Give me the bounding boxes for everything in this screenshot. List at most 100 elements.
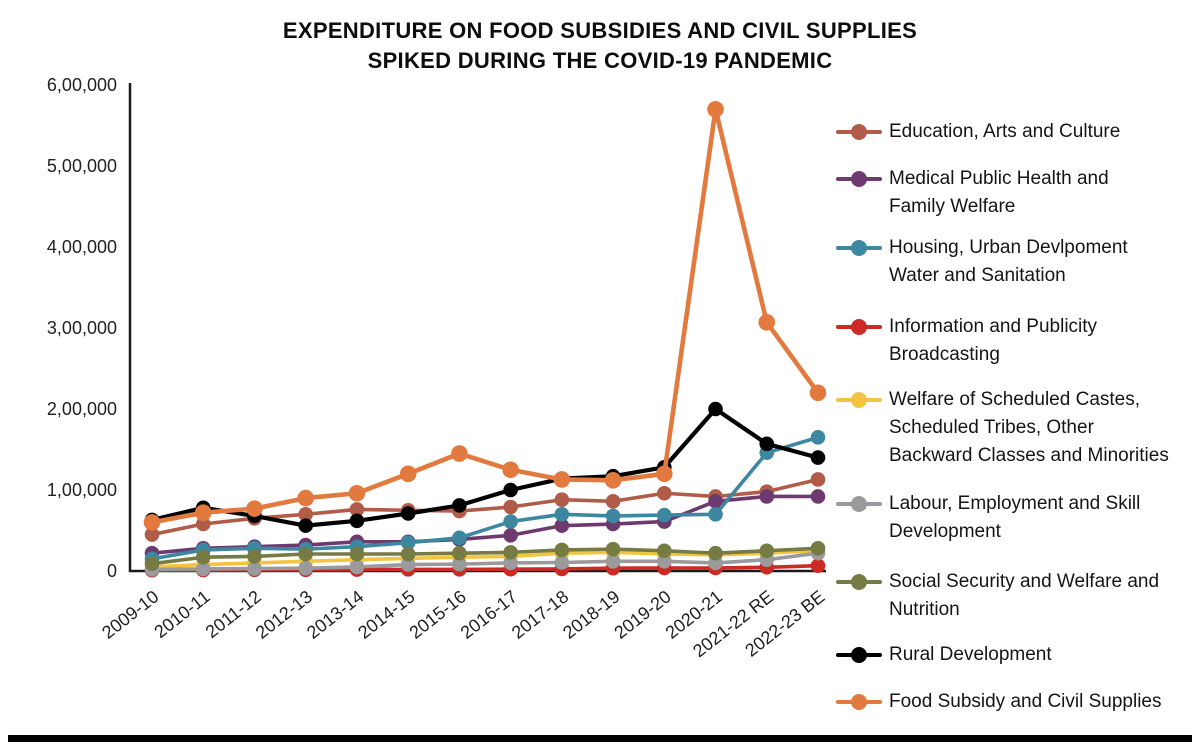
data-point bbox=[503, 555, 518, 571]
chart-title-line1: EXPENDITURE ON FOOD SUBSIDIES AND CIVIL … bbox=[282, 18, 918, 43]
data-point bbox=[298, 518, 313, 533]
chart-title-line2: SPIKED DURING THE COVID-19 PANDEMIC bbox=[367, 48, 833, 73]
legend-item-labour-employment-and-skill-development: Labour, Employment and Skill Development bbox=[836, 490, 1140, 546]
data-point bbox=[605, 508, 621, 524]
data-point bbox=[758, 314, 776, 331]
y-axis-labels: 6,00,000 5,00,000 4,00,000 3,00,000 2,00,000… bbox=[47, 75, 117, 581]
data-point bbox=[195, 516, 211, 532]
data-point bbox=[297, 489, 314, 507]
series-social-security-and-welfare-and-nutrition bbox=[144, 541, 826, 572]
data-point bbox=[348, 484, 366, 502]
data-point bbox=[759, 436, 775, 452]
legend-label: Welfare of Scheduled Castes, Scheduled Tr… bbox=[889, 389, 1169, 466]
x-tick-label: 2018-19 bbox=[559, 586, 623, 642]
series-line bbox=[151, 107, 820, 525]
data-point bbox=[605, 494, 621, 509]
data-point bbox=[144, 556, 160, 572]
x-tick-label: 2013-14 bbox=[303, 586, 367, 642]
data-point bbox=[452, 498, 467, 513]
data-point bbox=[657, 553, 672, 569]
data-point bbox=[452, 545, 467, 561]
data-point bbox=[708, 507, 723, 522]
data-point bbox=[604, 471, 622, 489]
data-point bbox=[451, 445, 468, 462]
data-point bbox=[605, 553, 621, 569]
legend-dot-swatch bbox=[851, 124, 867, 140]
legend-item-information-and-publicity-broadcasting: Information and Publicity Broadcasting bbox=[836, 313, 1097, 369]
data-point bbox=[298, 560, 313, 576]
y-tick-label: 6,00,000 bbox=[47, 75, 117, 95]
series-line bbox=[151, 406, 819, 528]
data-point bbox=[246, 500, 263, 517]
x-axis-labels: 2009-102010-112011-122012-132013-142014-… bbox=[98, 586, 828, 661]
x-tick-label: 2010-11 bbox=[150, 586, 213, 642]
x-tick-label: 2009-10 bbox=[98, 586, 162, 642]
legend-label: Food Subsidy and Civil Supplies bbox=[889, 691, 1162, 712]
data-point bbox=[810, 430, 826, 445]
data-point bbox=[143, 514, 161, 531]
legend-label: Social Security and Welfare and Nutrition bbox=[889, 571, 1160, 620]
data-point bbox=[810, 450, 826, 465]
data-point bbox=[452, 530, 467, 546]
x-tick-label: 2014-15 bbox=[354, 586, 418, 642]
data-point bbox=[400, 546, 416, 562]
data-point bbox=[810, 558, 826, 574]
data-point bbox=[759, 543, 775, 559]
y-tick-label: 1,00,000 bbox=[47, 480, 117, 500]
data-point bbox=[399, 465, 417, 483]
legend-marker-icon bbox=[836, 490, 882, 518]
data-point bbox=[298, 546, 313, 562]
data-point bbox=[707, 101, 724, 118]
data-point bbox=[759, 489, 775, 504]
series-line bbox=[151, 494, 818, 555]
data-point bbox=[452, 556, 467, 572]
legend-marker-icon bbox=[836, 118, 882, 146]
data-point bbox=[708, 545, 723, 561]
legend-dot-swatch bbox=[851, 694, 867, 710]
data-point bbox=[554, 542, 570, 558]
chart-title: EXPENDITURE ON FOOD SUBSIDIES AND CIVIL … bbox=[0, 16, 1200, 76]
legend-marker-icon bbox=[836, 313, 882, 341]
legend-marker-icon bbox=[836, 688, 882, 716]
data-point bbox=[195, 561, 211, 577]
data-point bbox=[247, 561, 262, 576]
legend-label: Labour, Employment and Skill Development bbox=[889, 493, 1141, 542]
x-tick-label: 2017-18 bbox=[508, 586, 572, 642]
axes bbox=[128, 83, 826, 573]
legend-dot-swatch bbox=[851, 496, 867, 512]
data-point bbox=[503, 482, 518, 498]
data-point bbox=[810, 541, 826, 556]
legend-item-food-subsidy-and-civil-supplies: Food Subsidy and Civil Supplies bbox=[836, 688, 1162, 716]
legend-dot-swatch bbox=[851, 392, 867, 408]
y-tick-label: 2,00,000 bbox=[47, 399, 117, 419]
data-point bbox=[708, 494, 723, 509]
data-point bbox=[400, 506, 416, 521]
data-point bbox=[503, 514, 518, 529]
y-tick-label: 5,00,000 bbox=[47, 156, 117, 176]
data-point bbox=[298, 507, 313, 522]
legend-item-medical-public-health-and-family-welfare: Medical Public Health and Family Welfare bbox=[836, 165, 1109, 221]
legend-label: Education, Arts and Culture bbox=[889, 121, 1121, 142]
legend-label: Rural Development bbox=[889, 644, 1052, 665]
y-tick-label: 0 bbox=[107, 561, 117, 581]
data-point bbox=[554, 555, 570, 570]
data-point bbox=[349, 502, 365, 517]
legend-label: Information and Publicity Broadcasting bbox=[889, 316, 1098, 365]
data-point bbox=[554, 507, 570, 522]
y-tick-label: 3,00,000 bbox=[47, 318, 117, 338]
data-point bbox=[554, 518, 570, 533]
legend-item-social-security-and-welfare-and-nutrition: Social Security and Welfare and Nutrition bbox=[836, 568, 1159, 624]
legend-dot-swatch bbox=[851, 240, 867, 256]
data-point bbox=[553, 471, 571, 488]
series-line bbox=[151, 546, 819, 566]
data-point bbox=[349, 546, 365, 562]
legend-marker-icon bbox=[836, 641, 882, 669]
data-point bbox=[503, 545, 518, 560]
data-point bbox=[503, 499, 518, 515]
data-point bbox=[195, 549, 211, 565]
series-rural-development bbox=[144, 401, 826, 533]
x-tick-label: 2019-20 bbox=[610, 586, 674, 642]
data-point bbox=[554, 492, 570, 508]
